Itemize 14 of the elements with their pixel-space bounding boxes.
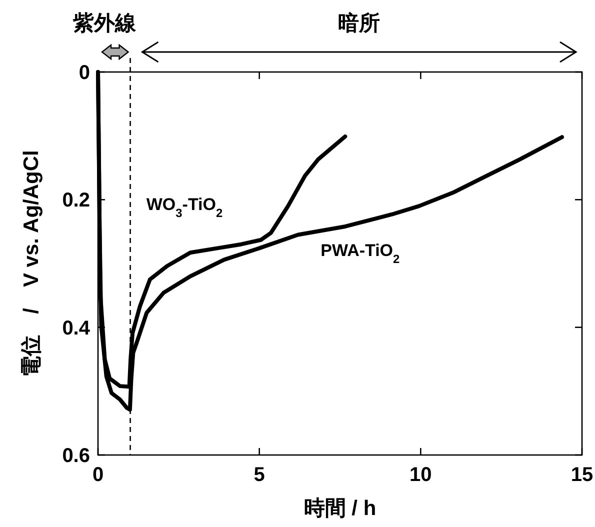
y-tick-label: 0.2 xyxy=(62,190,90,212)
series-label: WO$_{3}$-TiO$_{2}$ xyxy=(146,194,223,220)
x-axis-title: 時間 / h xyxy=(304,497,376,520)
x-tick-label: 0 xyxy=(92,464,104,486)
text: 暗所 xyxy=(338,11,380,35)
series-label: PWA-TiO$_{2}$ xyxy=(320,240,400,266)
y-axis-title: 電位 / V vs. Ag/AgCl xyxy=(20,150,43,377)
y-tick-label: 0.4 xyxy=(62,317,91,340)
x-tick-label: 15 xyxy=(570,464,594,486)
x-tick-label: 10 xyxy=(410,464,432,486)
y-tick-label: 0.6 xyxy=(62,445,90,467)
x-tick-label: 5 xyxy=(254,464,265,486)
text: 紫外線 xyxy=(72,12,137,35)
y-tick-label: 0 xyxy=(78,62,90,84)
